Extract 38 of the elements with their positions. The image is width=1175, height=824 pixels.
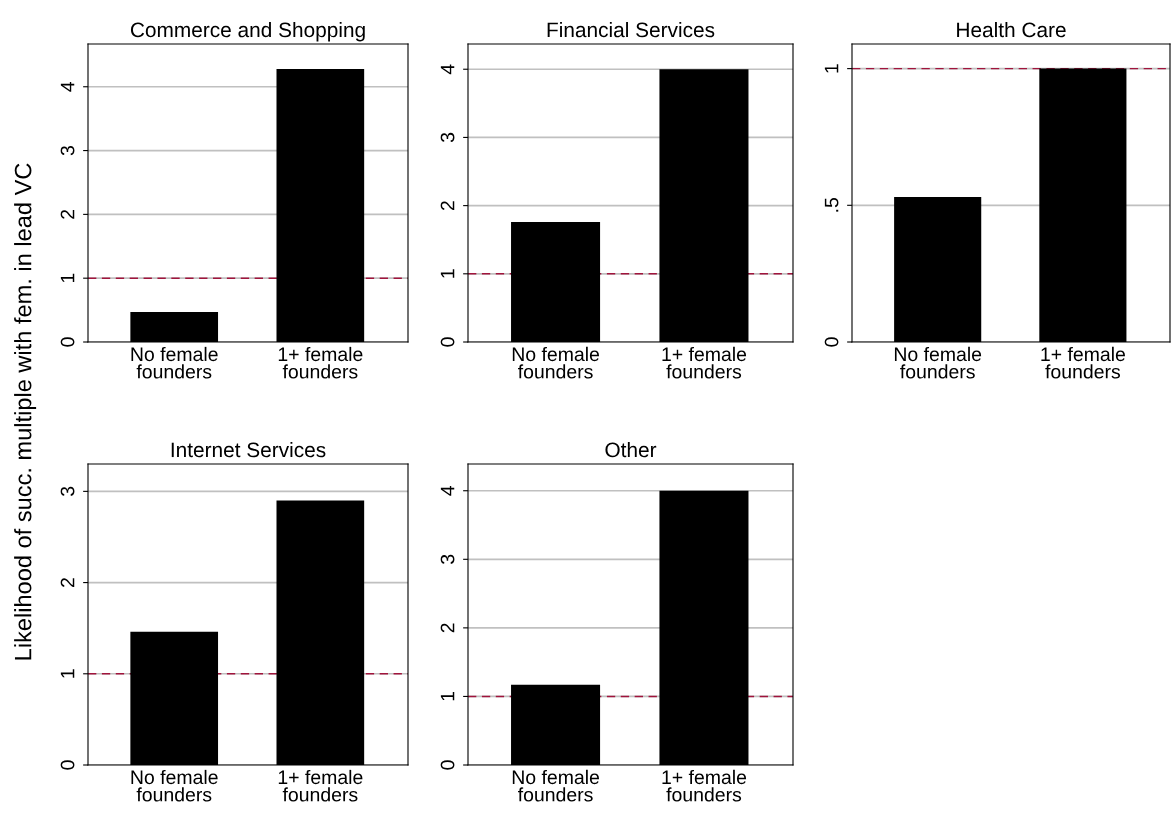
x-tick-label: No female founders <box>512 346 600 379</box>
y-tick-label: 0 <box>60 337 75 347</box>
y-tick-label: .5 <box>824 198 839 212</box>
y-tick-label: 0 <box>824 337 839 347</box>
x-tick-label: 1+ female founders <box>1041 346 1125 379</box>
chart-title: Health Care <box>957 21 1066 38</box>
y-tick-label: 4 <box>440 64 455 75</box>
y-tick-label: 0 <box>440 337 455 347</box>
y-tick-label: 2 <box>60 578 75 587</box>
y-tick-label: 2 <box>440 623 455 633</box>
chart-title: Commerce and Shopping <box>130 21 365 42</box>
y-tick-label: 1 <box>440 691 455 701</box>
x-tick-label: No female founders <box>894 346 982 379</box>
y-tick-label: 2 <box>60 209 75 219</box>
y-tick-label: 3 <box>60 486 75 497</box>
y-tick-label: 1 <box>440 269 455 278</box>
x-tick-label: 1+ female founders <box>662 769 747 802</box>
y-tick-label: 4 <box>60 81 75 92</box>
x-tick-label: 1+ female founders <box>278 346 363 379</box>
x-tick-label: No female founders <box>131 346 218 379</box>
chart-title: Internet Services <box>171 441 326 458</box>
x-tick-label: No female founders <box>512 769 600 802</box>
y-tick-label: 3 <box>440 554 455 564</box>
x-tick-label: No female founders <box>131 769 218 802</box>
y-tick-label: 1 <box>60 669 75 678</box>
x-tick-label: 1+ female founders <box>662 346 747 379</box>
y-tick-label: 3 <box>60 146 75 156</box>
y-tick-label: 3 <box>440 132 455 143</box>
y-tick-label: 1 <box>824 64 839 73</box>
y-tick-label: 2 <box>440 201 455 211</box>
y-tick-label: 1 <box>60 273 75 283</box>
y-tick-label: 4 <box>440 485 455 496</box>
chart-title: Financial Services <box>547 21 715 38</box>
chart-title: Other <box>605 441 657 458</box>
y-axis-title: Likelihood of succ. multiple with fem. in lead VC <box>14 163 37 660</box>
y-tick-label: 0 <box>60 760 75 770</box>
x-tick-label: 1+ female founders <box>278 769 363 802</box>
y-tick-label: 0 <box>440 760 455 770</box>
